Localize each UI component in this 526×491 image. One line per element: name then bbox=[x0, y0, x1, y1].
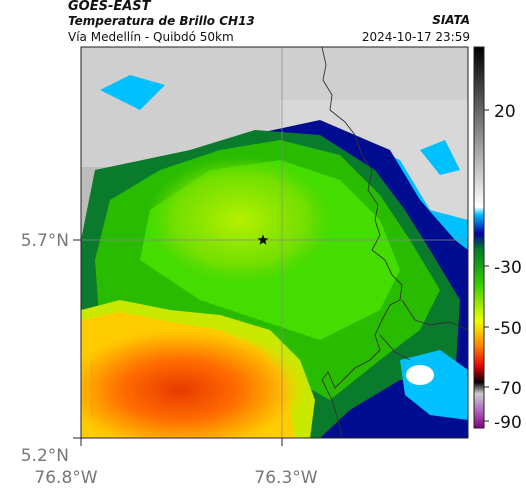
colorbar-label-minus90: -90 bbox=[494, 413, 522, 433]
agency-label: SIATA bbox=[432, 13, 470, 27]
lon-label-1: 76.8°W bbox=[34, 468, 97, 488]
colorbar-label-20: 20 bbox=[494, 102, 516, 122]
product-title: Temperatura de Brillo CH13 bbox=[68, 14, 255, 28]
colorbar-label-minus50: -50 bbox=[494, 319, 522, 339]
colorbar: 20 -30 -50 -70 -90 bbox=[473, 46, 522, 433]
lat-label-2: 5.2°N bbox=[21, 446, 69, 466]
star-marker bbox=[257, 234, 269, 245]
satellite-label: GOES-EAST bbox=[68, 0, 151, 14]
lat-label-1: 5.7°N bbox=[21, 231, 69, 251]
brightness-temperature-field bbox=[81, 47, 468, 438]
map-frame bbox=[80, 46, 469, 439]
lon-label-2: 76.3°W bbox=[254, 468, 317, 488]
colorbar-label-minus70: -70 bbox=[494, 379, 522, 399]
colorbar-label-minus30: -30 bbox=[494, 258, 522, 278]
region-label: Vía Medellín - Quibdó 50km bbox=[68, 30, 234, 44]
boundary-line bbox=[321, 47, 403, 438]
datetime-label: 2024-10-17 23:59 bbox=[361, 30, 470, 44]
